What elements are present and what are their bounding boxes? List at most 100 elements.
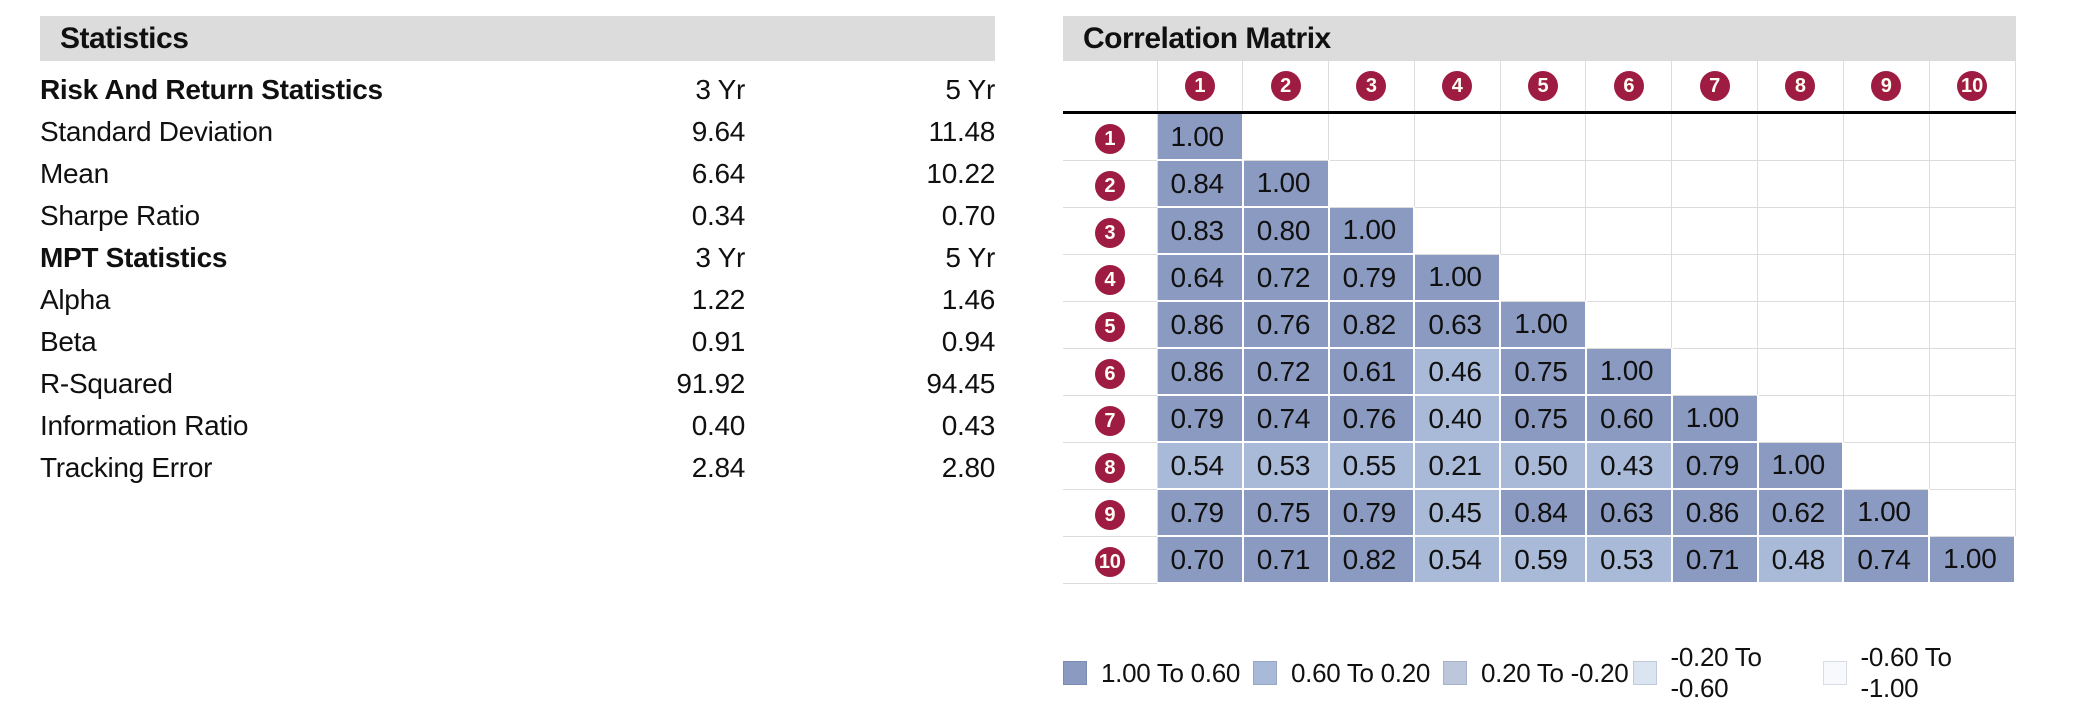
legend-label: -0.20 To -0.60 — [1670, 642, 1762, 703]
matrix-column-header: 3 — [1328, 61, 1415, 114]
stats-row-label: Information Ratio — [40, 410, 249, 441]
legend-swatch — [1063, 661, 1087, 685]
matrix-cell: 1.00 — [1843, 489, 1931, 537]
matrix-empty-cell — [1929, 207, 2016, 255]
stats-value: 94.45 — [926, 368, 995, 399]
column-number-badge: 7 — [1699, 71, 1730, 101]
matrix-empty-cell — [1757, 301, 1844, 349]
stats-section-header-row: MPT Statistics 3 Yr 5 Yr — [40, 237, 995, 279]
row-number-badge: 3 — [1094, 217, 1125, 248]
correlation-header-bar: Correlation Matrix — [1063, 16, 2016, 61]
stats-row-label: Tracking Error — [40, 452, 213, 483]
stats-value: 10.22 — [926, 158, 995, 189]
stats-value: 2.80 — [941, 452, 996, 483]
matrix-empty-cell — [1414, 112, 1501, 161]
legend-swatch — [1633, 661, 1657, 685]
matrix-cell: 1.00 — [1585, 348, 1673, 396]
matrix-column-header: 10 — [1929, 61, 2016, 114]
matrix-empty-cell — [1757, 395, 1844, 443]
legend-item: 0.20 To -0.20 — [1443, 642, 1633, 704]
matrix-row-label: 3 — [1063, 207, 1158, 255]
matrix-cell: 0.84 — [1500, 489, 1587, 537]
matrix-empty-cell — [1671, 348, 1759, 396]
matrix-cell: 0.79 — [1328, 254, 1416, 302]
stats-column-header: 5 Yr — [945, 242, 995, 273]
matrix-column-header: 9 — [1843, 61, 1930, 114]
matrix-column-header: 6 — [1585, 61, 1673, 114]
stats-value: 11.48 — [928, 116, 996, 147]
matrix-empty-cell — [1585, 207, 1673, 255]
stats-value: 6.64 — [691, 158, 746, 189]
matrix-cell: 0.75 — [1500, 348, 1587, 396]
matrix-empty-cell — [1585, 112, 1673, 161]
column-number-badge: 2 — [1270, 71, 1301, 101]
matrix-row-label: 10 — [1063, 536, 1158, 584]
statistics-table: Risk And Return Statistics 3 Yr 5 Yr Standa… — [40, 69, 995, 489]
matrix-row-label: 6 — [1063, 348, 1158, 396]
legend-label: 0.20 To -0.20 — [1481, 657, 1629, 688]
matrix-cell: 0.45 — [1414, 489, 1502, 537]
matrix-empty-cell — [1585, 254, 1673, 302]
matrix-cell: 0.64 — [1157, 254, 1244, 302]
matrix-cell: 0.84 — [1157, 160, 1244, 208]
column-number-badge: 3 — [1356, 71, 1387, 101]
matrix-cell: 0.75 — [1500, 395, 1587, 443]
stats-column-header: 3 Yr — [695, 74, 745, 105]
matrix-empty-cell — [1929, 301, 2016, 349]
matrix-row: 6 0.86 0.72 0.61 0.46 0.75 1.00 — [1063, 348, 2016, 396]
matrix-cell: 0.72 — [1242, 254, 1330, 302]
stats-value: 1.22 — [691, 284, 746, 315]
matrix-cell: 0.72 — [1242, 348, 1330, 396]
matrix-row-label: 5 — [1063, 301, 1158, 349]
stats-row-label: Mean — [40, 158, 109, 189]
stats-row-label: Beta — [40, 326, 97, 357]
correlation-legend: 1.00 To 0.60 0.60 To 0.20 0.20 To -0.20 -0.… — [1063, 642, 2016, 704]
stats-value: 0.91 — [691, 326, 746, 357]
stats-row-label: Sharpe Ratio — [40, 200, 200, 231]
matrix-empty-cell — [1500, 207, 1587, 255]
legend-label: 1.00 To 0.60 — [1101, 657, 1241, 688]
matrix-cell: 0.79 — [1157, 395, 1244, 443]
stats-value: 0.40 — [691, 410, 746, 441]
stats-row: Information Ratio 0.40 0.43 — [40, 405, 995, 447]
matrix-empty-cell — [1671, 254, 1759, 302]
matrix-cell: 0.63 — [1585, 489, 1673, 537]
stats-section-header: Risk And Return Statistics — [40, 74, 383, 105]
matrix-column-header: 4 — [1414, 61, 1501, 114]
matrix-cell: 0.46 — [1414, 348, 1502, 396]
matrix-empty-cell — [1585, 301, 1673, 349]
matrix-row-label: 2 — [1063, 160, 1158, 208]
matrix-empty-cell — [1671, 301, 1759, 349]
matrix-cell: 1.00 — [1157, 112, 1244, 161]
matrix-cell: 0.43 — [1585, 442, 1673, 490]
statistics-panel: Statistics Risk And Return Statistics 3 Y… — [40, 16, 995, 489]
row-number-badge: 7 — [1094, 405, 1125, 436]
matrix-row-label: 4 — [1063, 254, 1158, 302]
stats-row: Standard Deviation 9.64 11.48 — [40, 111, 995, 153]
legend-swatch — [1253, 661, 1277, 685]
stats-value: 0.94 — [941, 326, 996, 357]
matrix-row-label: 7 — [1063, 395, 1158, 443]
stats-row: Mean 6.64 10.22 — [40, 153, 995, 195]
matrix-cell: 0.70 — [1157, 536, 1244, 584]
row-number-badge: 9 — [1094, 499, 1125, 530]
matrix-cell: 0.50 — [1500, 442, 1587, 490]
correlation-title: Correlation Matrix — [1083, 21, 1331, 55]
matrix-empty-cell — [1843, 348, 1930, 396]
matrix-cell: 0.86 — [1671, 489, 1759, 537]
matrix-empty-cell — [1757, 160, 1844, 208]
legend-label: -0.60 To -1.00 — [1860, 642, 1952, 703]
legend-item: 1.00 To 0.60 — [1063, 642, 1253, 704]
legend-item: 0.60 To 0.20 — [1253, 642, 1443, 704]
matrix-cell: 0.76 — [1328, 395, 1416, 443]
matrix-cell: 0.82 — [1328, 536, 1416, 584]
matrix-corner-cell — [1063, 61, 1158, 114]
matrix-cell: 0.63 — [1414, 301, 1502, 349]
stats-value: 0.34 — [691, 200, 746, 231]
matrix-cell: 0.21 — [1414, 442, 1502, 490]
matrix-row: 9 0.79 0.75 0.79 0.45 0.84 0.63 0.86 0.62 1.00 — [1063, 489, 2016, 537]
matrix-empty-cell — [1757, 207, 1844, 255]
matrix-empty-cell — [1929, 254, 2016, 302]
column-number-badge: 4 — [1442, 71, 1473, 101]
matrix-row-label: 9 — [1063, 489, 1158, 537]
